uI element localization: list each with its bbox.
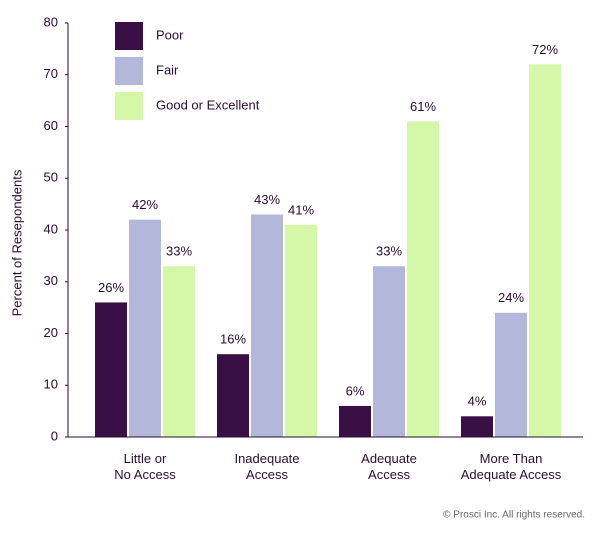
data-label: 72% <box>532 42 558 57</box>
data-label: 26% <box>98 280 124 295</box>
bar <box>495 312 527 437</box>
legend-label: Good or Excellent <box>156 97 260 112</box>
bar <box>373 266 405 437</box>
y-tick-label: 50 <box>44 170 58 185</box>
data-label: 6% <box>346 383 365 398</box>
bar <box>95 302 127 437</box>
x-tick-label: More Than Adequate Access <box>461 451 562 482</box>
data-label: 16% <box>220 332 246 347</box>
y-tick-label: 0 <box>51 428 58 443</box>
x-tick-label: Inadequate Access <box>234 451 299 482</box>
y-tick-label: 40 <box>44 221 58 236</box>
data-label: 41% <box>288 202 314 217</box>
y-tick-label: 10 <box>44 377 58 392</box>
y-tick-label: 80 <box>44 14 58 29</box>
legend-label: Poor <box>156 27 184 42</box>
bar <box>163 266 195 437</box>
data-label: 24% <box>498 290 524 305</box>
bar <box>251 214 283 437</box>
bar <box>217 354 249 437</box>
footer: © Prosci Inc. All rights reserved. <box>443 510 585 521</box>
legend-swatch <box>115 22 143 50</box>
data-label: 43% <box>254 192 280 207</box>
bar <box>129 219 161 437</box>
legend-swatch <box>115 92 143 120</box>
y-tick-label: 30 <box>44 273 58 288</box>
x-tick-label: Little or No Access <box>114 451 176 482</box>
data-label: 33% <box>166 244 192 259</box>
data-label: 33% <box>376 244 402 259</box>
data-label: 61% <box>410 99 436 114</box>
bar <box>529 64 561 438</box>
x-tick-label: Adequate Access <box>361 451 417 482</box>
y-tick-label: 70 <box>44 66 58 81</box>
legend-label: Fair <box>156 62 179 77</box>
y-tick-label: 20 <box>44 325 58 340</box>
y-tick-label: 60 <box>44 118 58 133</box>
data-label: 42% <box>132 197 158 212</box>
legend-swatch <box>115 57 143 85</box>
bar <box>461 416 493 437</box>
bar <box>407 121 439 437</box>
data-label: 4% <box>468 394 487 409</box>
bar <box>285 224 317 437</box>
bar <box>339 405 371 437</box>
y-axis-label: Percent of Resepondents <box>9 169 24 316</box>
